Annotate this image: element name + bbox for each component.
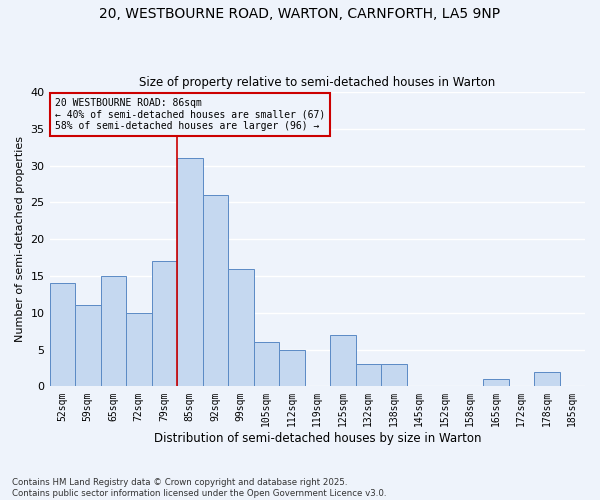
Bar — [75, 306, 101, 386]
Bar — [203, 195, 228, 386]
Bar — [483, 379, 509, 386]
Bar — [330, 335, 356, 386]
Bar — [50, 284, 75, 387]
X-axis label: Distribution of semi-detached houses by size in Warton: Distribution of semi-detached houses by … — [154, 432, 481, 445]
Bar — [228, 268, 254, 386]
Bar — [177, 158, 203, 386]
Text: 20 WESTBOURNE ROAD: 86sqm
← 40% of semi-detached houses are smaller (67)
58% of : 20 WESTBOURNE ROAD: 86sqm ← 40% of semi-… — [55, 98, 325, 131]
Bar — [534, 372, 560, 386]
Text: 20, WESTBOURNE ROAD, WARTON, CARNFORTH, LA5 9NP: 20, WESTBOURNE ROAD, WARTON, CARNFORTH, … — [100, 8, 500, 22]
Bar — [126, 313, 152, 386]
Text: Contains HM Land Registry data © Crown copyright and database right 2025.
Contai: Contains HM Land Registry data © Crown c… — [12, 478, 386, 498]
Bar — [101, 276, 126, 386]
Bar — [356, 364, 381, 386]
Bar — [254, 342, 279, 386]
Bar — [381, 364, 407, 386]
Bar — [279, 350, 305, 387]
Title: Size of property relative to semi-detached houses in Warton: Size of property relative to semi-detach… — [139, 76, 496, 90]
Bar — [152, 262, 177, 386]
Y-axis label: Number of semi-detached properties: Number of semi-detached properties — [15, 136, 25, 342]
